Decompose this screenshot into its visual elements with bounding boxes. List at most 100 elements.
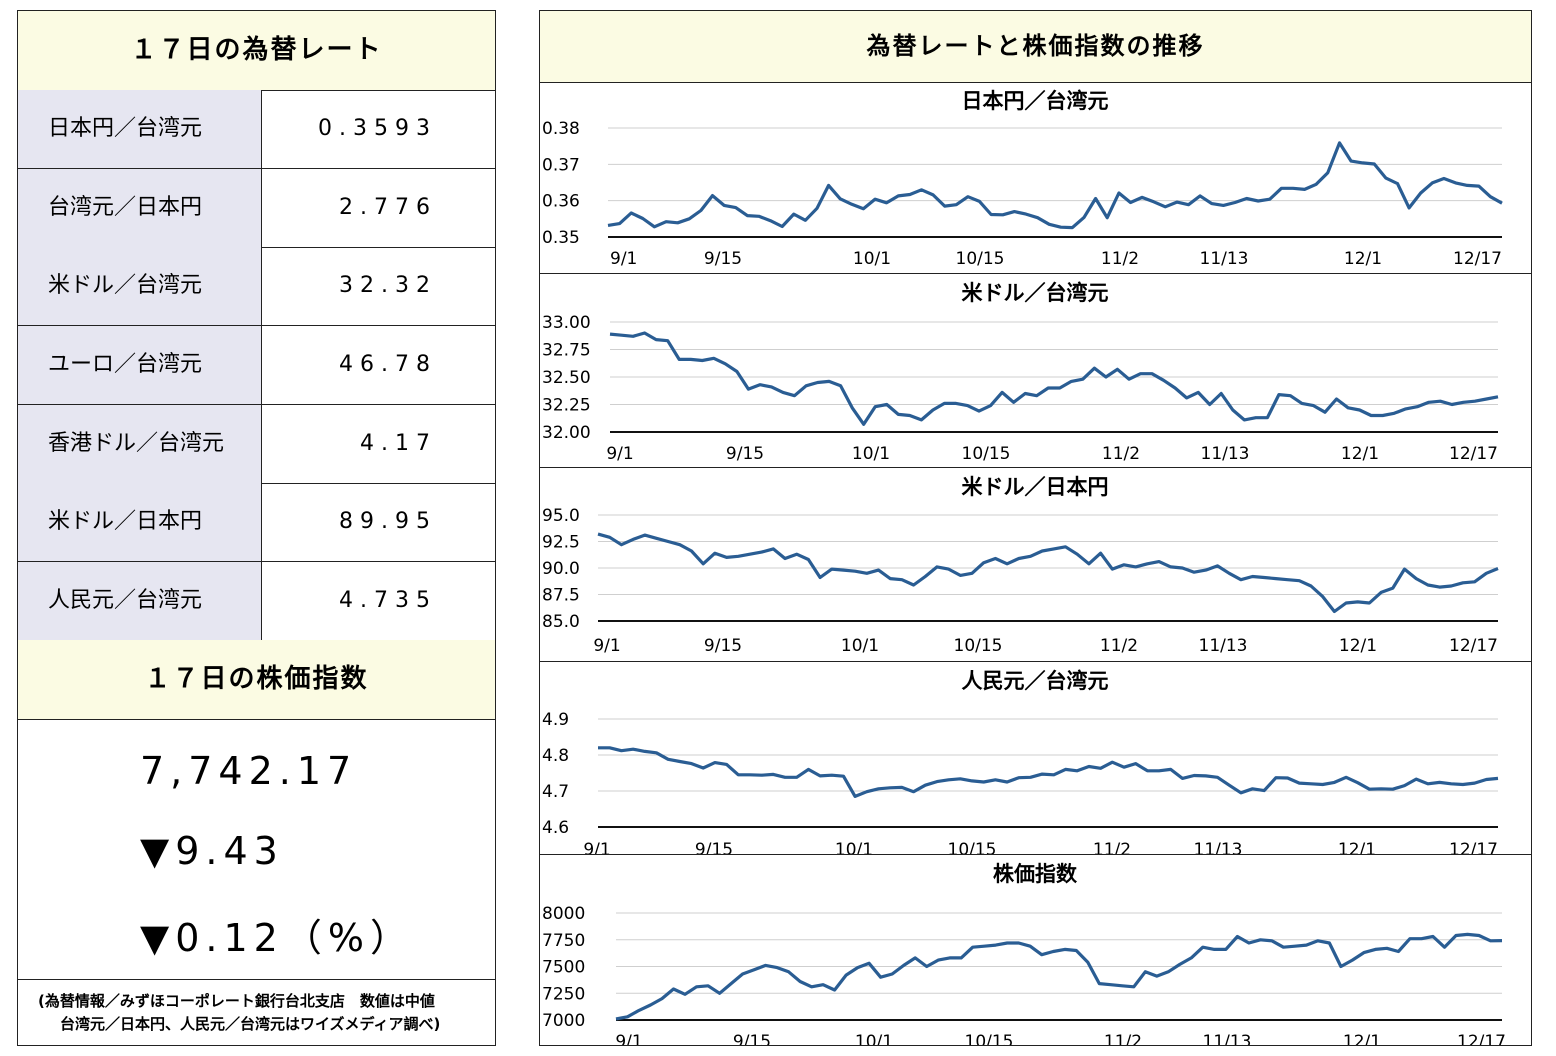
rate-value: 32.32 (339, 273, 437, 298)
series-line (615, 932, 1503, 1021)
y-tick-label: 0.37 (542, 155, 580, 175)
chart-usd-twd: 米ドル／台湾元 33.00 32.75 32.50 32.25 32.00 9/1 9/15 1… (540, 274, 1531, 468)
x-tick-label: 10/1 (835, 840, 873, 854)
rate-label: 人民元／台湾元 (18, 562, 262, 640)
y-tick-label: 32.75 (542, 341, 591, 361)
rate-value: 46.78 (339, 352, 437, 377)
y-tick-label: 7250 (542, 984, 585, 1004)
x-tick-label: 12/1 (1344, 249, 1382, 269)
rate-row: 香港ドル／台湾元 4.17 (18, 405, 495, 484)
x-tick-label: 11/2 (1101, 249, 1139, 269)
x-tick-label: 10/15 (962, 444, 1011, 464)
y-tick-label: 8000 (542, 904, 585, 924)
series-line (598, 746, 1499, 798)
rate-value: 2.776 (339, 195, 437, 220)
x-tick-label: 11/2 (1093, 840, 1131, 854)
x-tick-label: 10/15 (956, 249, 1005, 269)
left-panel: １７日の為替レート 日本円／台湾元 0.3593 台湾元／日本円 2.776 米… (17, 10, 496, 1046)
source-note-line1: (為替情報／みずほコーポレート銀行台北支店 数値は中値 (38, 992, 435, 1010)
series-line (607, 141, 1503, 230)
x-tick-label: 11/2 (1100, 636, 1138, 656)
y-tick-label: 4.8 (542, 746, 569, 766)
x-tick-label: 12/17 (1449, 636, 1498, 656)
series-line (609, 331, 1499, 426)
chart-svg: 米ドル／日本円 95.0 92.5 90.0 87.5 85.0 9/1 9/15 10/1 10… (542, 475, 1499, 656)
x-tick-label: 9/15 (704, 636, 742, 656)
y-tick-label: 33.00 (542, 313, 591, 333)
rate-label: 米ドル／日本円 (18, 483, 262, 561)
rate-value: 4.17 (360, 431, 437, 456)
y-tick-label: 0.35 (542, 228, 580, 248)
chart-svg: 株価指数 8000 7750 7500 7250 7000 9/1 9/15 10/1 10/15… (542, 862, 1506, 1045)
x-tick-label: 12/17 (1453, 249, 1502, 269)
stock-value: 7,742.17 (140, 749, 358, 793)
x-tick-label: 11/13 (1201, 444, 1250, 464)
chart-title: 株価指数 (993, 862, 1078, 886)
x-tick-label: 12/1 (1338, 840, 1376, 854)
chart-title: 日本円／台湾元 (962, 89, 1109, 113)
series-line (597, 532, 1499, 614)
x-tick-label: 9/15 (733, 1032, 771, 1045)
rate-label: 香港ドル／台湾元 (18, 405, 262, 483)
x-tick-label: 9/1 (583, 840, 610, 854)
x-tick-label: 11/13 (1203, 1032, 1252, 1045)
x-tick-label: 12/17 (1449, 840, 1498, 854)
x-tick-label: 10/1 (853, 249, 891, 269)
rate-value: 89.95 (339, 509, 437, 534)
chart-title: 人民元／台湾元 (962, 669, 1109, 693)
x-tick-label: 12/1 (1341, 444, 1379, 464)
source-note: (為替情報／みずほコーポレート銀行台北支店 数値は中値 台湾元／日本円、人民元／… (18, 979, 495, 1045)
rate-label: ユーロ／台湾元 (18, 326, 262, 404)
y-tick-label: 92.5 (542, 533, 580, 553)
x-tick-label: 10/15 (948, 840, 997, 854)
x-tick-label: 11/13 (1199, 636, 1248, 656)
chart-svg: 日本円／台湾元 0.38 0.37 0.36 0.35 9/1 9/15 10/1 10/15 1… (542, 89, 1503, 269)
x-tick-label: 12/17 (1449, 444, 1498, 464)
rate-label: 米ドル／台湾元 (18, 247, 262, 325)
chart-svg: 人民元／台湾元 4.9 4.8 4.7 4.6 9/1 9/15 10/1 10/15 11/2 1… (542, 669, 1499, 854)
rate-row: 米ドル／日本円 89.95 (18, 483, 495, 562)
chart-usd-jpy: 米ドル／日本円 95.0 92.5 90.0 87.5 85.0 9/1 9/15 10/1 10… (540, 468, 1531, 662)
source-note-line2: 台湾元／日本円、人民元／台湾元はワイズメディア調べ) (60, 1015, 441, 1033)
x-tick-label: 11/13 (1194, 840, 1243, 854)
rate-row: 台湾元／日本円 2.776 (18, 169, 495, 248)
x-tick-label: 9/1 (615, 1032, 642, 1045)
x-tick-label: 10/1 (841, 636, 879, 656)
rate-value: 0.3593 (318, 116, 437, 141)
rate-label: 台湾元／日本円 (18, 169, 262, 247)
stock-change-pct: ▼0.12（%） (140, 916, 414, 960)
y-tick-label: 0.38 (542, 119, 580, 139)
x-tick-label: 9/1 (606, 444, 633, 464)
x-tick-label: 10/1 (852, 444, 890, 464)
x-tick-label: 12/1 (1339, 636, 1377, 656)
x-tick-label: 11/13 (1200, 249, 1249, 269)
x-tick-label: 10/15 (954, 636, 1003, 656)
y-tick-label: 7000 (542, 1011, 585, 1031)
y-tick-label: 87.5 (542, 586, 580, 606)
x-tick-label: 12/1 (1343, 1032, 1381, 1045)
rate-row: 人民元／台湾元 4.735 (18, 562, 495, 641)
x-tick-label: 9/15 (704, 249, 742, 269)
chart-title: 米ドル／日本円 (962, 475, 1109, 499)
x-tick-label: 12/17 (1457, 1032, 1506, 1045)
x-tick-label: 9/1 (593, 636, 620, 656)
chart-stock-index: 株価指数 8000 7750 7500 7250 7000 9/1 9/15 10/1 10/15… (540, 855, 1531, 1045)
chart-jpy-twd: 日本円／台湾元 0.38 0.37 0.36 0.35 9/1 9/15 10/1 10/15 1… (540, 82, 1531, 274)
y-tick-label: 4.6 (542, 818, 569, 838)
x-tick-label: 10/15 (965, 1032, 1014, 1045)
rate-row: 米ドル／台湾元 32.32 (18, 247, 495, 326)
y-tick-label: 4.9 (542, 710, 569, 730)
y-tick-label: 7750 (542, 931, 585, 951)
stock-change: ▼9.43 (140, 829, 284, 873)
y-tick-label: 32.00 (542, 423, 591, 443)
right-panel: 為替レートと株価指数の推移 日本円／台湾元 0.38 0.37 0.36 0.35 9/1… (539, 10, 1532, 1046)
x-tick-label: 9/15 (726, 444, 764, 464)
x-tick-label: 11/2 (1102, 444, 1140, 464)
y-tick-label: 0.36 (542, 192, 580, 212)
rate-row: ユーロ／台湾元 46.78 (18, 326, 495, 405)
stock-title: １７日の株価指数 (18, 640, 495, 720)
y-tick-label: 85.0 (542, 612, 580, 632)
y-tick-label: 4.7 (542, 782, 569, 802)
rate-row: 日本円／台湾元 0.3593 (18, 90, 495, 169)
rate-label: 日本円／台湾元 (18, 90, 262, 168)
